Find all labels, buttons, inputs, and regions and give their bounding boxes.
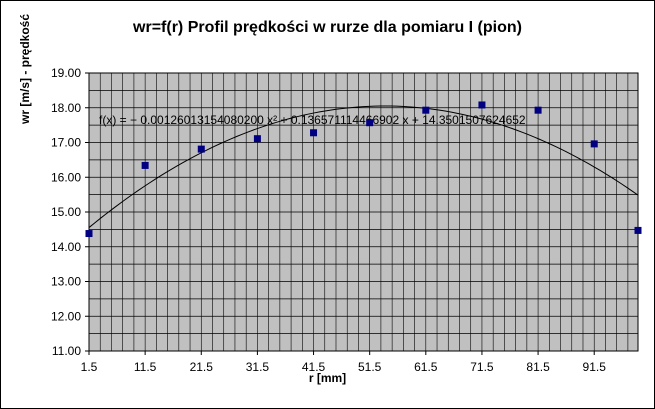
data-point: [422, 106, 430, 114]
data-point: [478, 101, 486, 109]
x-tick-label: 71.5: [470, 360, 494, 374]
chart-title: wr=f(r) Profil prędkości w rurze dla pom…: [133, 19, 522, 36]
y-tick-label: 11.00: [52, 344, 81, 358]
data-point: [366, 119, 374, 127]
trendline: [88, 105, 639, 228]
x-tick-label: 61.5: [414, 360, 438, 374]
y-tick-label: 17.00: [51, 136, 81, 150]
data-point: [634, 226, 642, 234]
y-tick-label: 19.00: [51, 66, 81, 80]
x-tick-label: 1.5: [81, 360, 98, 374]
data-point: [534, 106, 542, 114]
data-point: [197, 145, 205, 153]
x-tick-label: 31.5: [246, 360, 270, 374]
x-tick-label: 11.5: [134, 360, 157, 374]
y-tick-label: 15.00: [51, 205, 81, 219]
x-tick-label: 21.5: [190, 360, 214, 374]
data-point: [253, 135, 261, 143]
y-tick-label: 18.00: [51, 101, 81, 115]
trendline-equation: f(x) = − 0.00126013154080200 x² + 0.1365…: [99, 113, 526, 127]
y-tick-label: 12.00: [51, 309, 81, 323]
data-point: [310, 129, 318, 137]
x-tick-label: 51.5: [358, 360, 382, 374]
x-axis-label: r [mm]: [308, 371, 347, 385]
y-tick-label: 16.00: [51, 170, 81, 184]
data-point: [590, 140, 598, 148]
x-tick-label: 91.5: [583, 360, 607, 374]
data-point: [85, 230, 93, 238]
y-tick-label: 14.00: [51, 240, 81, 254]
x-tick-label: 41.5: [302, 360, 326, 374]
x-tick-label: 81.5: [526, 360, 550, 374]
y-tick-label: 13.00: [51, 275, 81, 289]
data-point: [141, 161, 149, 169]
